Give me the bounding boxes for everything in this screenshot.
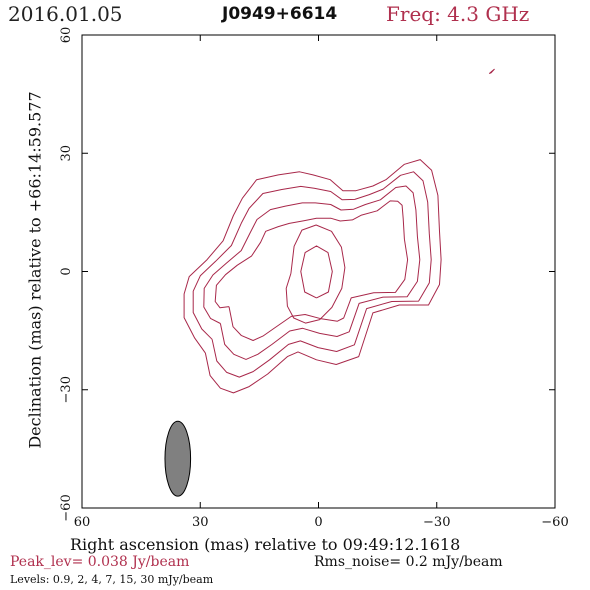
beam-layer: [164, 420, 192, 497]
y-tick-label: 30: [59, 145, 74, 162]
x-axis-label: Right ascension (mas) relative to 09:49:…: [70, 535, 461, 554]
contour-4: [285, 224, 346, 324]
peak-level: Peak_lev= 0.038 Jy/beam: [10, 554, 190, 570]
x-tick-label: 30: [192, 515, 209, 530]
contour-layer: [183, 68, 495, 394]
x-tick-label: 60: [74, 515, 91, 530]
contour-1: [192, 171, 432, 378]
frequency-label: Freq: 4.3 GHz: [386, 2, 530, 26]
contour-0: [183, 159, 442, 394]
plot-frame: [81, 34, 556, 509]
y-tick-label: −30: [59, 376, 74, 403]
contour-2: [203, 185, 421, 360]
contour-6: [488, 68, 495, 75]
observation-date: 2016.01.05: [8, 2, 123, 26]
contour-3: [214, 200, 409, 341]
rms-noise: Rms_noise= 0.2 mJy/beam: [314, 554, 503, 570]
y-tick-label: 60: [59, 27, 74, 44]
source-name: J0949+6614: [222, 4, 338, 24]
y-tick-label: 0: [59, 267, 74, 275]
y-tick-label: −60: [59, 494, 74, 521]
x-tick-label: −60: [541, 515, 568, 530]
contour-levels: Levels: 0.9, 2, 4, 7, 15, 30 mJy/beam: [10, 573, 214, 586]
x-tick-label: −30: [423, 515, 450, 530]
tick-layer: 60 30 0 −30 −60 −60 −30 0 30 60: [59, 27, 569, 530]
x-tick-label: 0: [314, 515, 322, 530]
beam-ellipse: [164, 420, 192, 497]
y-axis-label: Declination (mas) relative to +66:14:59.…: [25, 91, 45, 449]
contour-5: [300, 245, 333, 299]
